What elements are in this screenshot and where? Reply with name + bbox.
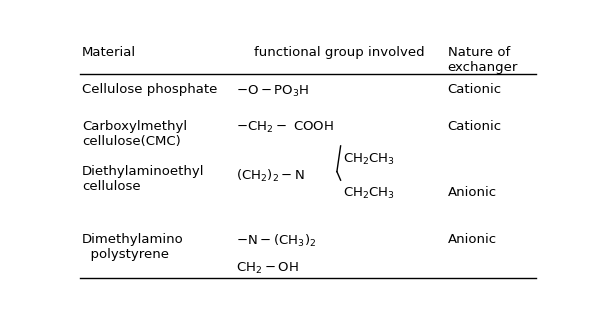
Text: functional group involved: functional group involved [254, 45, 425, 59]
Text: $\mathregular{CH_2CH_3}$: $\mathregular{CH_2CH_3}$ [343, 186, 395, 201]
Text: Anionic: Anionic [448, 186, 497, 199]
Text: Nature of
exchanger: Nature of exchanger [448, 45, 518, 73]
Text: $\mathregular{-O-PO_3H}$: $\mathregular{-O-PO_3H}$ [236, 83, 309, 99]
Text: $\mathregular{(CH_2)_2 - N}$: $\mathregular{(CH_2)_2 - N}$ [236, 168, 305, 184]
Text: Diethylaminoethyl
cellulose: Diethylaminoethyl cellulose [82, 165, 204, 193]
Text: Cellulose phosphate: Cellulose phosphate [82, 83, 218, 96]
Text: Carboxylmethyl
cellulose(CMC): Carboxylmethyl cellulose(CMC) [82, 120, 188, 148]
Text: Dimethylamino
  polystyrene: Dimethylamino polystyrene [82, 233, 184, 261]
Text: Cationic: Cationic [448, 120, 502, 133]
Text: Anionic: Anionic [448, 233, 497, 246]
Text: $\mathregular{CH_2CH_3}$: $\mathregular{CH_2CH_3}$ [343, 152, 395, 167]
Text: $\mathregular{-N - (CH_3)_2}$: $\mathregular{-N - (CH_3)_2}$ [236, 233, 316, 249]
Text: Cationic: Cationic [448, 83, 502, 96]
Text: $\mathregular{-CH_2-\ COOH}$: $\mathregular{-CH_2-\ COOH}$ [236, 120, 334, 135]
Text: Material: Material [82, 45, 136, 59]
Text: $\mathregular{CH_2- OH}$: $\mathregular{CH_2- OH}$ [236, 261, 299, 276]
